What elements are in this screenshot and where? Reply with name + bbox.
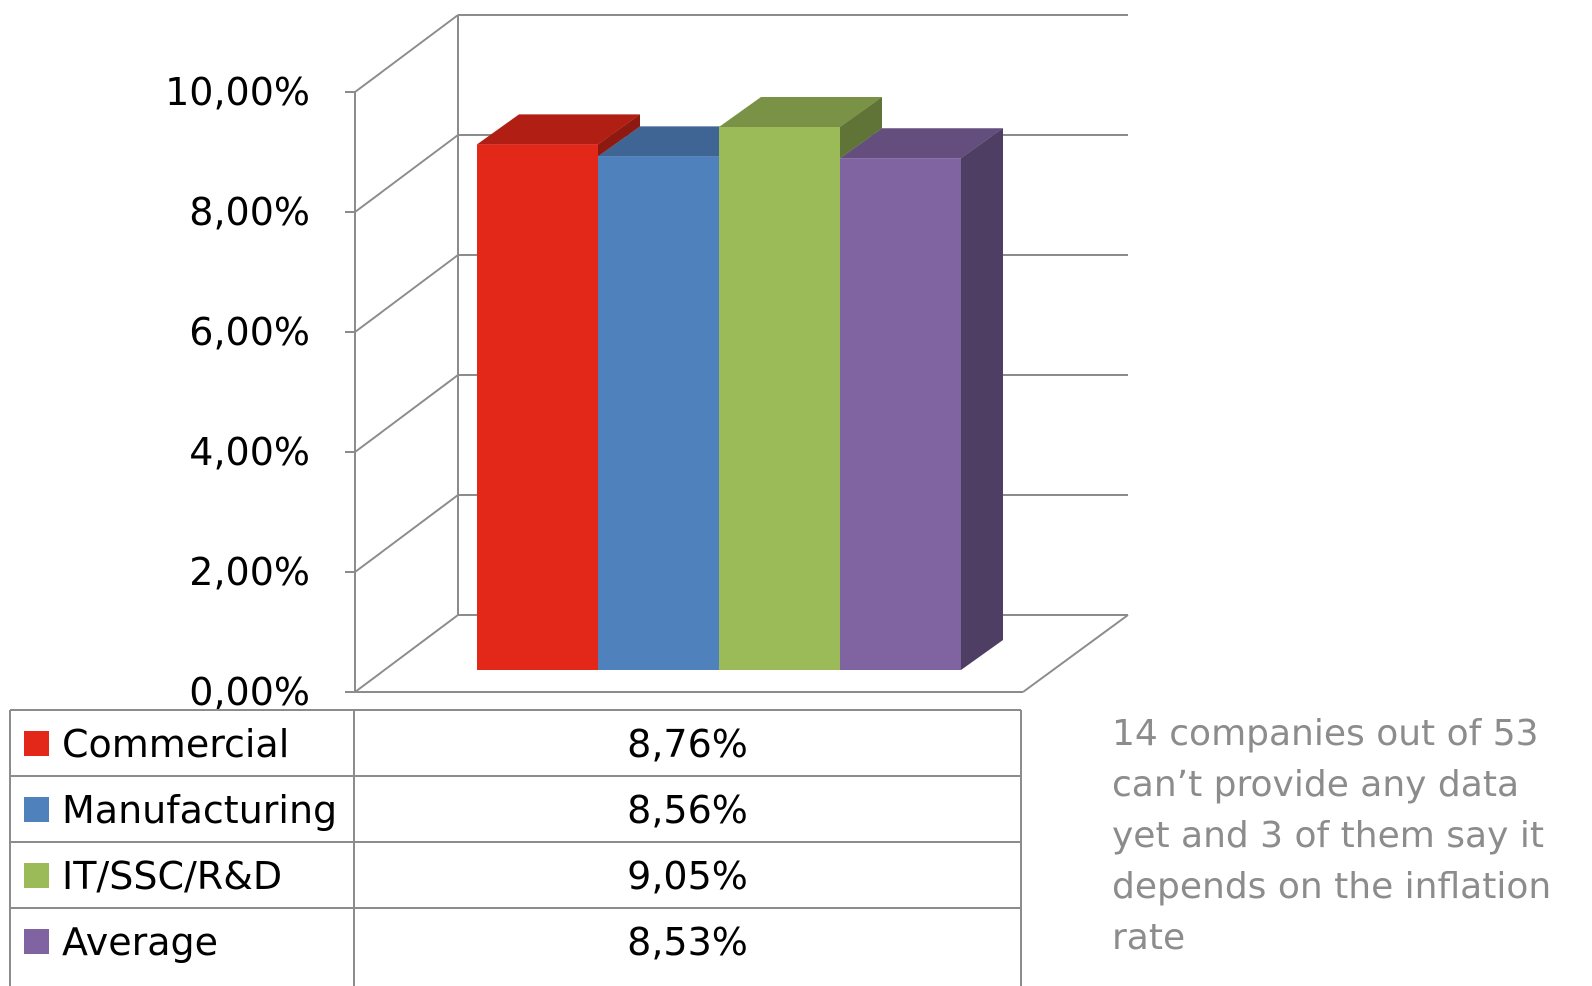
data-table: Commercial 8,76% Manufacturing 8,56% IT/SSC/… (9, 709, 1022, 986)
side-gridline (354, 254, 459, 333)
y-axis: 0,00% 2,00% 4,00% 6,00% 8,00% 10,00% (165, 70, 356, 714)
data-label: 8,76% (627, 722, 748, 766)
bar-Commercial (477, 114, 640, 145)
side-gridline (354, 374, 459, 453)
data-label: 9,05% (627, 854, 748, 898)
y-tick-label: 0,00% (189, 670, 310, 714)
footnote: 14 companies out of 53 can’t provide any… (1112, 713, 1552, 958)
bar-front-IT/SSC/R&D (719, 127, 840, 670)
bar-IT/SSC/R&D (719, 97, 882, 127)
legend-key (24, 731, 49, 756)
y-tick-label: 10,00% (165, 70, 310, 114)
side-gridline (354, 614, 459, 693)
y-tick-label: 8,00% (189, 190, 310, 234)
bar-top (840, 128, 1003, 159)
bar-side-visible (840, 97, 882, 159)
bar-top (477, 114, 640, 145)
series-name: Manufacturing (62, 788, 337, 832)
side-gridline (354, 494, 459, 573)
bar-top (719, 97, 882, 127)
bar-front-Commercial (477, 144, 598, 670)
legend-key (24, 797, 49, 822)
data-label: 8,56% (627, 788, 748, 832)
side-gridline (354, 14, 459, 93)
bar-front-Manufacturing (598, 156, 719, 670)
floor-right-edge (1022, 614, 1129, 693)
bar-Average (840, 128, 1003, 670)
y-tick-label: 4,00% (189, 430, 310, 474)
y-tick-label: 2,00% (189, 550, 310, 594)
data-label: 8,53% (627, 920, 748, 964)
bar-front-Average (840, 158, 961, 670)
legend-key (24, 929, 49, 954)
y-tick-label: 6,00% (189, 310, 310, 354)
bars (477, 97, 1003, 670)
series-name: IT/SSC/R&D (62, 854, 282, 898)
side-gridline (354, 134, 459, 213)
series-name: Commercial (62, 722, 289, 766)
bar-side-visible (598, 114, 640, 157)
series-name: Average (62, 920, 218, 964)
legend-key (24, 863, 49, 888)
bar-side (961, 128, 1003, 670)
